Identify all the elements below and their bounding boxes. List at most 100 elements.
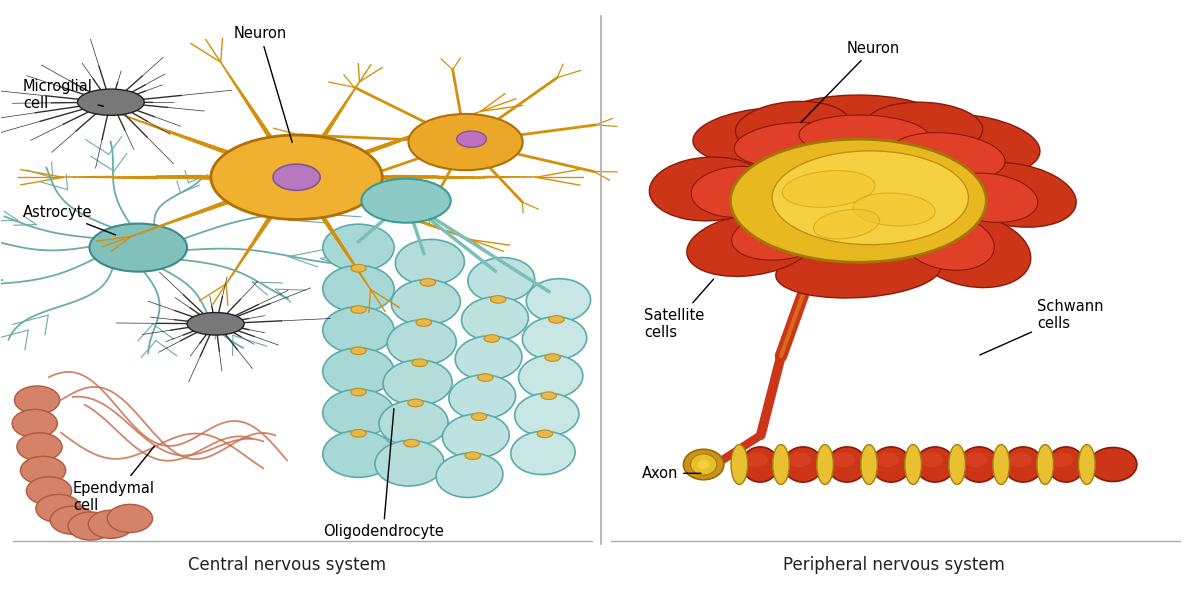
Text: Axon: Axon [642, 466, 700, 481]
Ellipse shape [775, 244, 941, 298]
Ellipse shape [88, 510, 134, 538]
Ellipse shape [950, 163, 1076, 227]
Text: Ependymal
cell: Ependymal cell [73, 446, 155, 513]
Ellipse shape [395, 239, 464, 285]
Text: Schwann
cells: Schwann cells [979, 299, 1104, 355]
Ellipse shape [408, 114, 523, 170]
Text: Satellite
cells: Satellite cells [644, 279, 713, 340]
Ellipse shape [511, 431, 575, 475]
Ellipse shape [323, 389, 394, 436]
Ellipse shape [50, 506, 95, 534]
Text: Neuron: Neuron [234, 26, 292, 143]
Ellipse shape [891, 114, 1040, 176]
Ellipse shape [904, 445, 921, 484]
Ellipse shape [649, 157, 769, 221]
Ellipse shape [549, 316, 564, 323]
Ellipse shape [742, 447, 779, 482]
Ellipse shape [1008, 452, 1032, 467]
Ellipse shape [449, 375, 515, 419]
Ellipse shape [519, 355, 583, 398]
Ellipse shape [273, 164, 320, 190]
Ellipse shape [375, 441, 444, 486]
Ellipse shape [465, 452, 481, 459]
Ellipse shape [26, 477, 72, 505]
Ellipse shape [964, 452, 988, 467]
Ellipse shape [391, 280, 460, 325]
Ellipse shape [443, 414, 509, 458]
Ellipse shape [920, 452, 944, 467]
Ellipse shape [107, 504, 153, 532]
Text: Neuron: Neuron [801, 41, 900, 123]
Ellipse shape [871, 447, 910, 482]
Ellipse shape [490, 296, 506, 303]
Text: Astrocyte: Astrocyte [23, 205, 116, 235]
Ellipse shape [420, 279, 435, 286]
Ellipse shape [12, 409, 57, 438]
Ellipse shape [78, 89, 144, 115]
Text: Central nervous system: Central nervous system [188, 557, 387, 574]
Ellipse shape [691, 454, 717, 475]
Ellipse shape [948, 445, 965, 484]
Ellipse shape [901, 213, 994, 270]
Ellipse shape [68, 512, 113, 540]
Ellipse shape [684, 449, 724, 480]
Ellipse shape [351, 388, 366, 396]
Ellipse shape [456, 336, 523, 380]
Ellipse shape [698, 460, 710, 469]
Ellipse shape [351, 347, 366, 355]
Ellipse shape [1089, 448, 1137, 481]
Ellipse shape [817, 445, 834, 484]
Ellipse shape [416, 319, 432, 326]
Ellipse shape [773, 445, 790, 484]
Ellipse shape [323, 224, 394, 271]
Ellipse shape [523, 317, 587, 360]
Ellipse shape [693, 108, 845, 165]
Ellipse shape [468, 257, 534, 302]
Ellipse shape [20, 456, 66, 484]
Ellipse shape [477, 374, 493, 381]
Ellipse shape [915, 447, 954, 482]
Ellipse shape [865, 102, 983, 153]
Ellipse shape [783, 171, 874, 207]
Ellipse shape [323, 307, 394, 353]
Ellipse shape [484, 335, 500, 342]
Ellipse shape [537, 430, 552, 438]
Ellipse shape [351, 264, 366, 272]
Ellipse shape [781, 95, 947, 148]
Ellipse shape [412, 359, 427, 366]
Ellipse shape [36, 494, 81, 522]
Ellipse shape [860, 445, 877, 484]
Ellipse shape [187, 313, 245, 335]
Ellipse shape [691, 166, 787, 217]
Ellipse shape [687, 213, 816, 276]
Ellipse shape [1047, 447, 1084, 482]
Ellipse shape [853, 193, 935, 226]
Ellipse shape [323, 266, 394, 312]
Ellipse shape [814, 209, 879, 239]
Ellipse shape [731, 211, 830, 260]
Ellipse shape [832, 452, 855, 467]
Ellipse shape [993, 445, 1009, 484]
Ellipse shape [462, 297, 528, 341]
Ellipse shape [1078, 445, 1095, 484]
Ellipse shape [784, 447, 823, 482]
Ellipse shape [89, 224, 187, 272]
Text: Microglial
cell: Microglial cell [23, 79, 104, 111]
Ellipse shape [913, 213, 1031, 287]
Ellipse shape [17, 433, 62, 461]
Ellipse shape [514, 393, 579, 436]
Ellipse shape [323, 348, 394, 395]
Ellipse shape [408, 399, 424, 407]
Ellipse shape [734, 123, 852, 167]
Ellipse shape [14, 386, 60, 414]
Text: Oligodendrocyte: Oligodendrocyte [323, 409, 444, 540]
Ellipse shape [403, 439, 419, 447]
Ellipse shape [1051, 452, 1074, 467]
Ellipse shape [772, 151, 969, 244]
Ellipse shape [735, 101, 851, 154]
Ellipse shape [1003, 447, 1043, 482]
Ellipse shape [828, 447, 866, 482]
Ellipse shape [383, 360, 452, 406]
Ellipse shape [799, 115, 929, 157]
Ellipse shape [526, 279, 591, 322]
